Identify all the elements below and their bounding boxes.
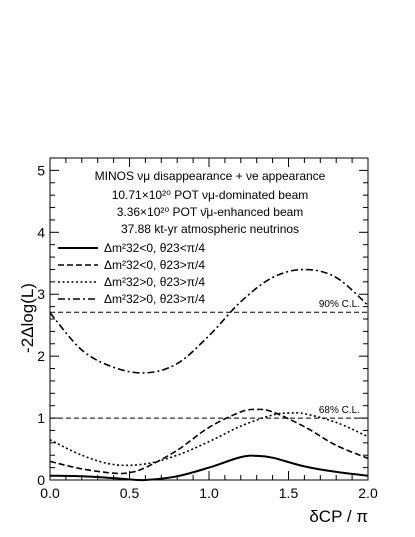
legend: Δm²32<0, θ23<π/4 Δm²32<0, θ23>π/4 Δm²32>0,… [58,241,205,306]
annotation-line: MINOS νμ disappearance + νe appearance [95,169,326,183]
series-line-4 [49,268,369,374]
legend-label: Δm²32<0, θ23>π/4 [104,258,205,272]
annotation-line: 37.88 kt-yr atmospheric neutrinos [121,222,299,236]
legend-label: Δm²32<0, θ23<π/4 [104,241,205,255]
tick-labels: 0.0 0.5 1.0 1.5 2.0 0 1 2 3 4 5 [37,162,378,501]
reference-line-label: 90% C.L. [319,299,360,310]
annotation-block: MINOS νμ disappearance + νe appearance 1… [95,169,326,236]
legend-label: Δm²32>0, θ23>π/4 [104,275,205,289]
x-tick-label: 1.0 [199,485,219,501]
y-tick-label: 0 [37,472,45,488]
axis-ticks [49,157,369,481]
annotation-line: 3.36×10²⁰ POT ν̄μ-enhanced beam [117,205,304,219]
series-line-2 [49,408,369,475]
x-tick-label: 2.0 [358,485,378,501]
reference-lines: 90% C.L. 68% C.L. [50,299,368,419]
x-tick-label: 1.5 [279,485,299,501]
x-axis-label: δCP / π [309,507,368,526]
y-tick-label: 3 [37,286,45,302]
reference-line-label: 68% C.L. [319,405,360,416]
x-tick-label: 0.5 [120,485,140,501]
x-tick-label: 0.0 [40,485,60,501]
y-tick-label: 4 [37,224,45,240]
series-line-3 [49,411,369,467]
y-tick-label: 5 [37,162,45,178]
y-tick-label: 2 [37,348,45,364]
annotation-line: 10.71×10²⁰ POT νμ-dominated beam [112,188,309,202]
y-tick-label: 1 [37,410,45,426]
legend-label: Δm²32>0, θ23>π/4 [104,292,205,306]
y-axis-label: -2Δlog(L) [18,283,37,353]
